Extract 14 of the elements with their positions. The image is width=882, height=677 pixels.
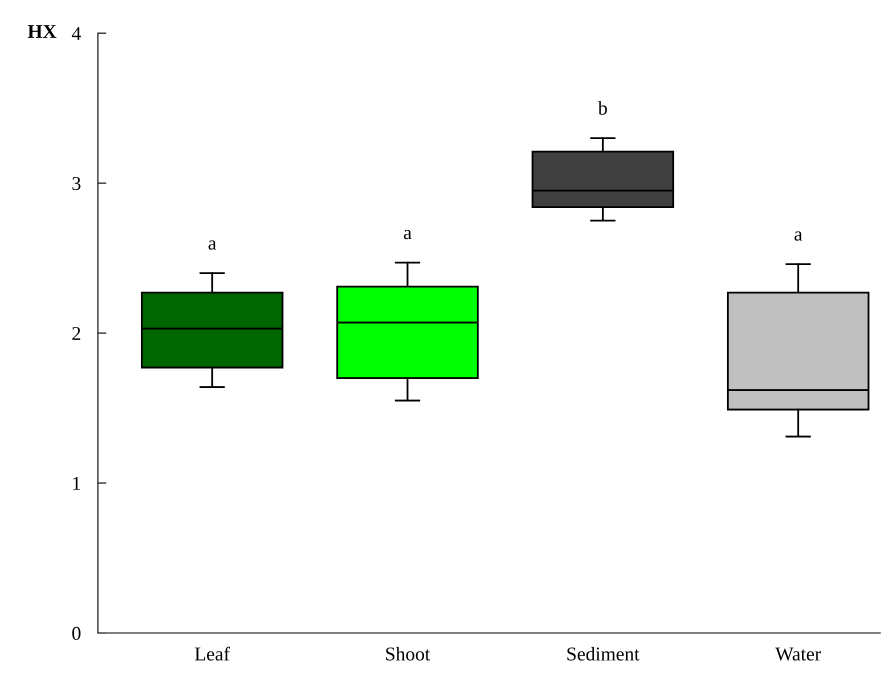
x-tick-label: Leaf [194, 646, 230, 661]
y-tick-label: 4 [72, 27, 81, 40]
y-tick-label: 3 [72, 177, 80, 190]
y-tick-label: 0 [72, 626, 80, 640]
annotation: a [404, 230, 412, 240]
x-tick-label: Water [775, 648, 821, 661]
x-tick-label: Sediment [567, 646, 640, 661]
y-tick-label: 2 [72, 326, 80, 340]
annotation: a [208, 240, 216, 250]
y-tick-label: 1 [73, 476, 80, 490]
annotation: b [598, 101, 607, 115]
annotation: a [794, 231, 802, 241]
x-tick-label: Shoot [386, 646, 430, 661]
y-axis-title: HX [28, 25, 56, 38]
